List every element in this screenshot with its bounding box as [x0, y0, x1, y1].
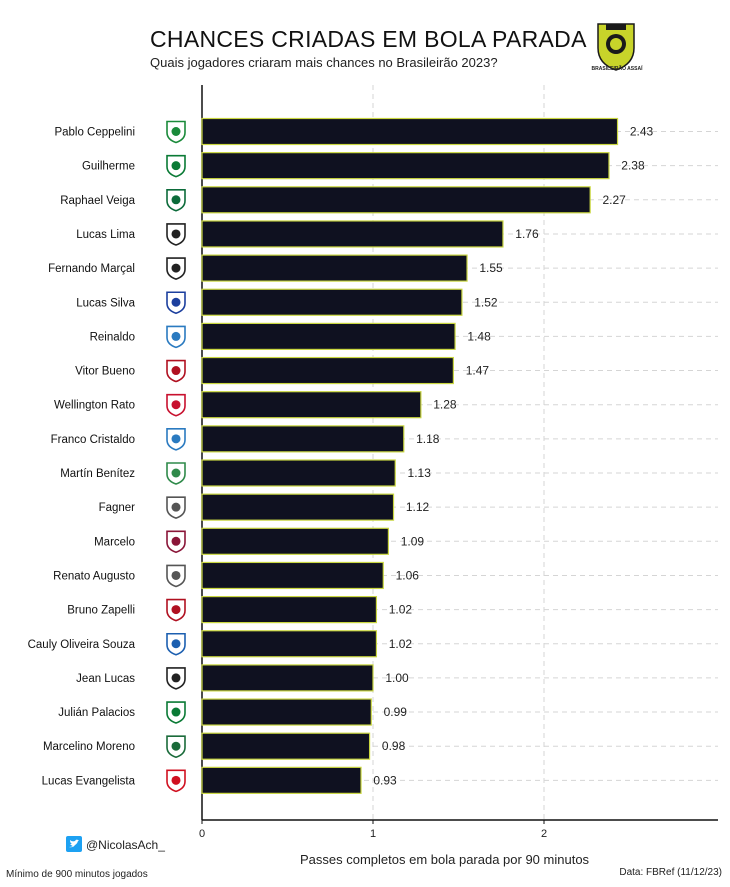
club-badge-emblem [171, 400, 181, 410]
twitter-bird-icon [66, 836, 82, 852]
club-badge-emblem [171, 263, 181, 273]
bar [201, 117, 619, 146]
bar [201, 425, 405, 453]
club-badge-emblem [171, 468, 181, 478]
bar-value-label: 1.13 [408, 466, 432, 480]
bar [201, 664, 374, 692]
player-name-label: Guilherme [82, 161, 135, 173]
player-name-label: Franco Cristaldo [51, 434, 135, 446]
club-badge-emblem [171, 297, 181, 307]
bar-value-label: 1.00 [385, 671, 409, 685]
bar-value-label: 2.27 [602, 193, 626, 207]
club-badge-emblem [171, 434, 181, 444]
bar [201, 698, 372, 726]
player-name-label: Fernando Marçal [48, 263, 135, 275]
player-name-label: Wellington Rato [54, 400, 135, 412]
bar [201, 459, 396, 487]
bar-value-label: 1.55 [479, 261, 503, 275]
chart-title: CHANCES CRIADAS EM BOLA PARADA [150, 26, 587, 52]
twitter-handle: @NicolasAch_ [86, 838, 165, 852]
player-name-label: Jean Lucas [76, 673, 135, 685]
bar-value-label: 2.43 [630, 125, 654, 139]
club-badge-emblem [171, 707, 181, 717]
club-badge-emblem [171, 366, 181, 376]
player-name-label: Martín Benítez [60, 468, 135, 480]
bar-value-label: 0.93 [373, 773, 397, 787]
player-name-label: Reinaldo [90, 331, 135, 343]
bar-value-label: 2.38 [621, 159, 645, 173]
player-name-label: Raphael Veiga [60, 195, 135, 207]
bar-value-label: 1.18 [416, 432, 440, 446]
bar [201, 766, 362, 794]
bar [201, 322, 456, 350]
club-badge-emblem [171, 502, 181, 512]
bar [201, 152, 610, 180]
club-badge-emblem [171, 639, 181, 649]
player-name-label: Fagner [99, 502, 136, 514]
club-badge-emblem [171, 605, 181, 615]
x-axis-label: Passes completos em bola parada por 90 m… [300, 852, 590, 867]
player-name-label: Lucas Silva [76, 297, 135, 309]
bar-value-label: 1.48 [467, 329, 491, 343]
club-badge-emblem [171, 229, 181, 239]
bar-value-label: 1.28 [433, 398, 457, 412]
bar-value-label: 1.02 [389, 603, 413, 617]
club-badge-emblem [171, 775, 181, 785]
player-name-label: Renato Augusto [53, 570, 135, 582]
player-name-label: Lucas Evangelista [42, 775, 136, 787]
chart-subtitle: Quais jogadores criaram mais chances no … [150, 55, 498, 70]
bar-value-label: 1.09 [401, 534, 425, 548]
bar-value-label: 1.52 [474, 295, 498, 309]
x-tick-label: 1 [370, 828, 376, 840]
player-name-label: Pablo Ceppelini [54, 127, 135, 139]
bar-value-label: 1.06 [396, 568, 420, 582]
bar-value-label: 1.76 [515, 227, 539, 241]
minimum-minutes-note: Mínimo de 900 minutos jogados [6, 869, 148, 880]
bar [201, 220, 504, 248]
bar-value-label: 1.12 [406, 500, 430, 514]
club-badge-emblem [171, 536, 181, 546]
bar [201, 527, 389, 555]
x-tick-label: 0 [199, 828, 205, 840]
player-name-label: Vitor Bueno [75, 366, 135, 378]
club-badge-emblem [171, 741, 181, 751]
bar [201, 288, 463, 316]
player-name-label: Marcelo [94, 536, 135, 548]
data-source: Data: FBRef (11/12/23) [619, 867, 722, 878]
bar [201, 595, 378, 624]
bar [201, 356, 454, 385]
bar [201, 561, 384, 590]
bar [201, 186, 591, 214]
player-name-label: Cauly Oliveira Souza [28, 639, 136, 651]
club-badge-emblem [171, 195, 181, 205]
bar-value-label: 0.98 [382, 739, 406, 753]
bar [201, 493, 395, 521]
bar [201, 391, 422, 419]
bar-value-label: 0.99 [384, 705, 408, 719]
club-badge-emblem [171, 570, 181, 580]
club-badge-emblem [171, 127, 181, 136]
bar [201, 630, 378, 658]
x-tick-label: 2 [541, 828, 547, 840]
player-name-label: Lucas Lima [76, 229, 135, 241]
brasileirao-trophy-icon [597, 23, 635, 71]
bar [201, 254, 468, 282]
player-name-label: Julián Palacios [58, 707, 135, 719]
club-badge-emblem [171, 331, 181, 341]
bar-value-label: 1.47 [466, 364, 490, 378]
player-name-label: Bruno Zapelli [67, 605, 135, 617]
league-logo-text: BRASILEIRÃO ASSAÍ [591, 66, 643, 72]
club-badge-emblem [171, 673, 181, 683]
bar [201, 732, 371, 760]
club-badge-emblem [171, 161, 181, 171]
player-name-label: Marcelino Moreno [43, 741, 135, 753]
bar-value-label: 1.02 [389, 637, 413, 651]
